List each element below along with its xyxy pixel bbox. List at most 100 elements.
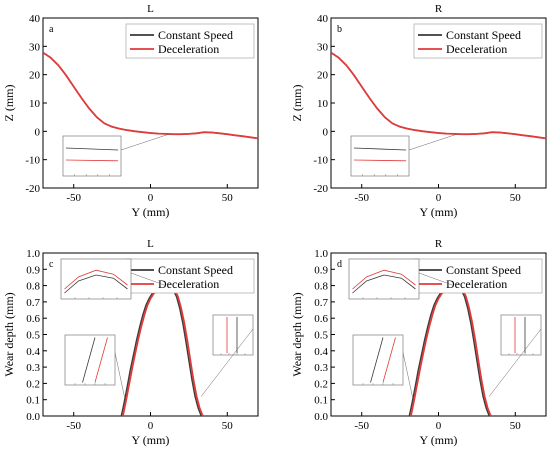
series-line-decel	[331, 51, 546, 140]
y-tick-label: 0.2	[26, 378, 40, 390]
legend-label: Constant Speed	[446, 28, 521, 42]
panel-letter: a	[49, 24, 54, 35]
x-tick-label: 50	[222, 192, 234, 204]
inset-curve-constant	[352, 274, 416, 294]
panel-b: -20 -10 0 10 20 30 40 -50 0 50 R Y (mm) Z (mm) b Const…	[290, 3, 547, 219]
x-tick-label: 0	[148, 192, 154, 204]
y-tick-label: 0.9	[26, 264, 40, 276]
y-tick-label: 0.9	[314, 264, 328, 276]
y-tick-label: -20	[25, 183, 40, 195]
y-tick-label: 0	[35, 126, 41, 138]
panel-letter: d	[337, 259, 342, 270]
inset-curve-decel	[353, 159, 407, 162]
inset-curve-decel	[94, 337, 108, 383]
legend-label: Deceleration	[158, 42, 219, 56]
inset-arrow	[120, 133, 170, 151]
y-tick-label: 0.1	[314, 395, 328, 407]
y-tick-label: 0.4	[314, 346, 328, 358]
series-line-decel	[43, 51, 258, 140]
panel-a: -20 -10 0 10 20 30 40 -50 0 50 L Y (mm) Z (mm) a Const…	[2, 3, 259, 219]
y-tick-label: 0.8	[26, 281, 40, 293]
y-tick-label: -10	[313, 155, 328, 167]
y-tick-label: 0.8	[314, 281, 328, 293]
y-tick-label: 40	[29, 13, 41, 25]
panel-d: 0.0 0.1 0.2 0.3 0.4 0.5 0.6 0.7 0.8 0.9 1.0 -50 0 50 R…	[290, 238, 547, 447]
y-tick-label: 30	[317, 41, 329, 53]
y-tick-label: 0.7	[26, 297, 40, 309]
inset-frame	[352, 334, 404, 386]
legend-label: Deceleration	[446, 277, 507, 291]
y-tick-label: 0	[323, 126, 329, 138]
inset-frame	[62, 135, 122, 177]
inset-frame	[60, 258, 132, 300]
zoom-inset	[60, 258, 166, 300]
y-tick-label: 10	[317, 98, 329, 110]
inset-curve-decel	[64, 269, 128, 290]
inset-arrow	[408, 133, 458, 151]
inset-curve-constant	[82, 337, 96, 383]
panel-letter: b	[337, 24, 342, 35]
series-line-constant	[43, 52, 258, 140]
x-tick-label: -50	[354, 192, 369, 204]
legend-label: Constant Speed	[158, 263, 233, 277]
zoom-inset	[64, 334, 125, 397]
y-tick-label: 0.1	[26, 395, 40, 407]
y-tick-label: 0.6	[26, 313, 40, 325]
y-tick-label: 0.4	[26, 346, 40, 358]
legend-box	[413, 23, 543, 59]
x-tick-label: -50	[66, 420, 81, 432]
x-axis-title: Y (mm)	[420, 205, 458, 219]
zoom-inset	[350, 133, 458, 177]
inset-frame	[64, 334, 116, 386]
inset-curve-constant	[353, 147, 407, 151]
x-tick-label: 50	[222, 420, 234, 432]
y-tick-label: 1.0	[26, 248, 40, 260]
inset-curve-constant	[64, 274, 128, 294]
inset-frame	[350, 135, 410, 177]
legend-box	[125, 23, 255, 59]
y-tick-label: 0.0	[26, 411, 40, 423]
y-tick-label: 0.6	[314, 313, 328, 325]
y-axis-title: Z (mm)	[290, 85, 304, 122]
inset-curve-decel	[352, 269, 416, 290]
panel-title: L	[147, 3, 154, 15]
y-axis-title: Z (mm)	[2, 85, 16, 122]
inset-curve-constant	[370, 337, 384, 383]
y-axis-title: Wear depth (mm)	[290, 292, 304, 376]
inset-frame	[500, 314, 542, 356]
y-tick-label: 0.5	[26, 330, 40, 342]
zoom-inset	[348, 258, 454, 300]
x-tick-label: 50	[510, 192, 522, 204]
y-tick-label: 10	[29, 98, 41, 110]
zoom-inset	[352, 334, 413, 397]
x-tick-label: 0	[148, 420, 154, 432]
y-tick-label: 0.3	[26, 362, 40, 374]
y-tick-label: 0.5	[314, 330, 328, 342]
panel-c: 0.0 0.1 0.2 0.3 0.4 0.5 0.6 0.7 0.8 0.9 1.0 -50 0 50 L…	[2, 238, 259, 447]
x-axis-title: Y (mm)	[132, 433, 170, 447]
x-axis-title: Y (mm)	[420, 433, 458, 447]
x-axis-title: Y (mm)	[132, 205, 170, 219]
y-tick-label: -10	[25, 155, 40, 167]
zoom-inset	[62, 133, 170, 177]
inset-frame	[348, 258, 420, 300]
x-tick-label: 50	[510, 420, 522, 432]
y-tick-label: 0.2	[314, 378, 328, 390]
inset-arrow	[130, 272, 166, 286]
y-tick-label: 1.0	[314, 248, 328, 260]
x-tick-label: 0	[436, 420, 442, 432]
inset-curve-decel	[382, 337, 396, 383]
y-axis-title: Wear depth (mm)	[2, 292, 16, 376]
panel-title: R	[435, 238, 443, 250]
inset-arrow	[418, 272, 454, 286]
legend-label: Deceleration	[158, 277, 219, 291]
x-tick-label: 0	[436, 192, 442, 204]
legend-box	[125, 258, 255, 294]
inset-curve-decel	[65, 159, 119, 162]
y-tick-label: 0.0	[314, 411, 328, 423]
inset-arrow	[200, 328, 254, 397]
y-tick-label: 30	[29, 41, 41, 53]
x-tick-label: -50	[66, 192, 81, 204]
legend-label: Constant Speed	[158, 28, 233, 42]
legend-box	[413, 258, 543, 294]
